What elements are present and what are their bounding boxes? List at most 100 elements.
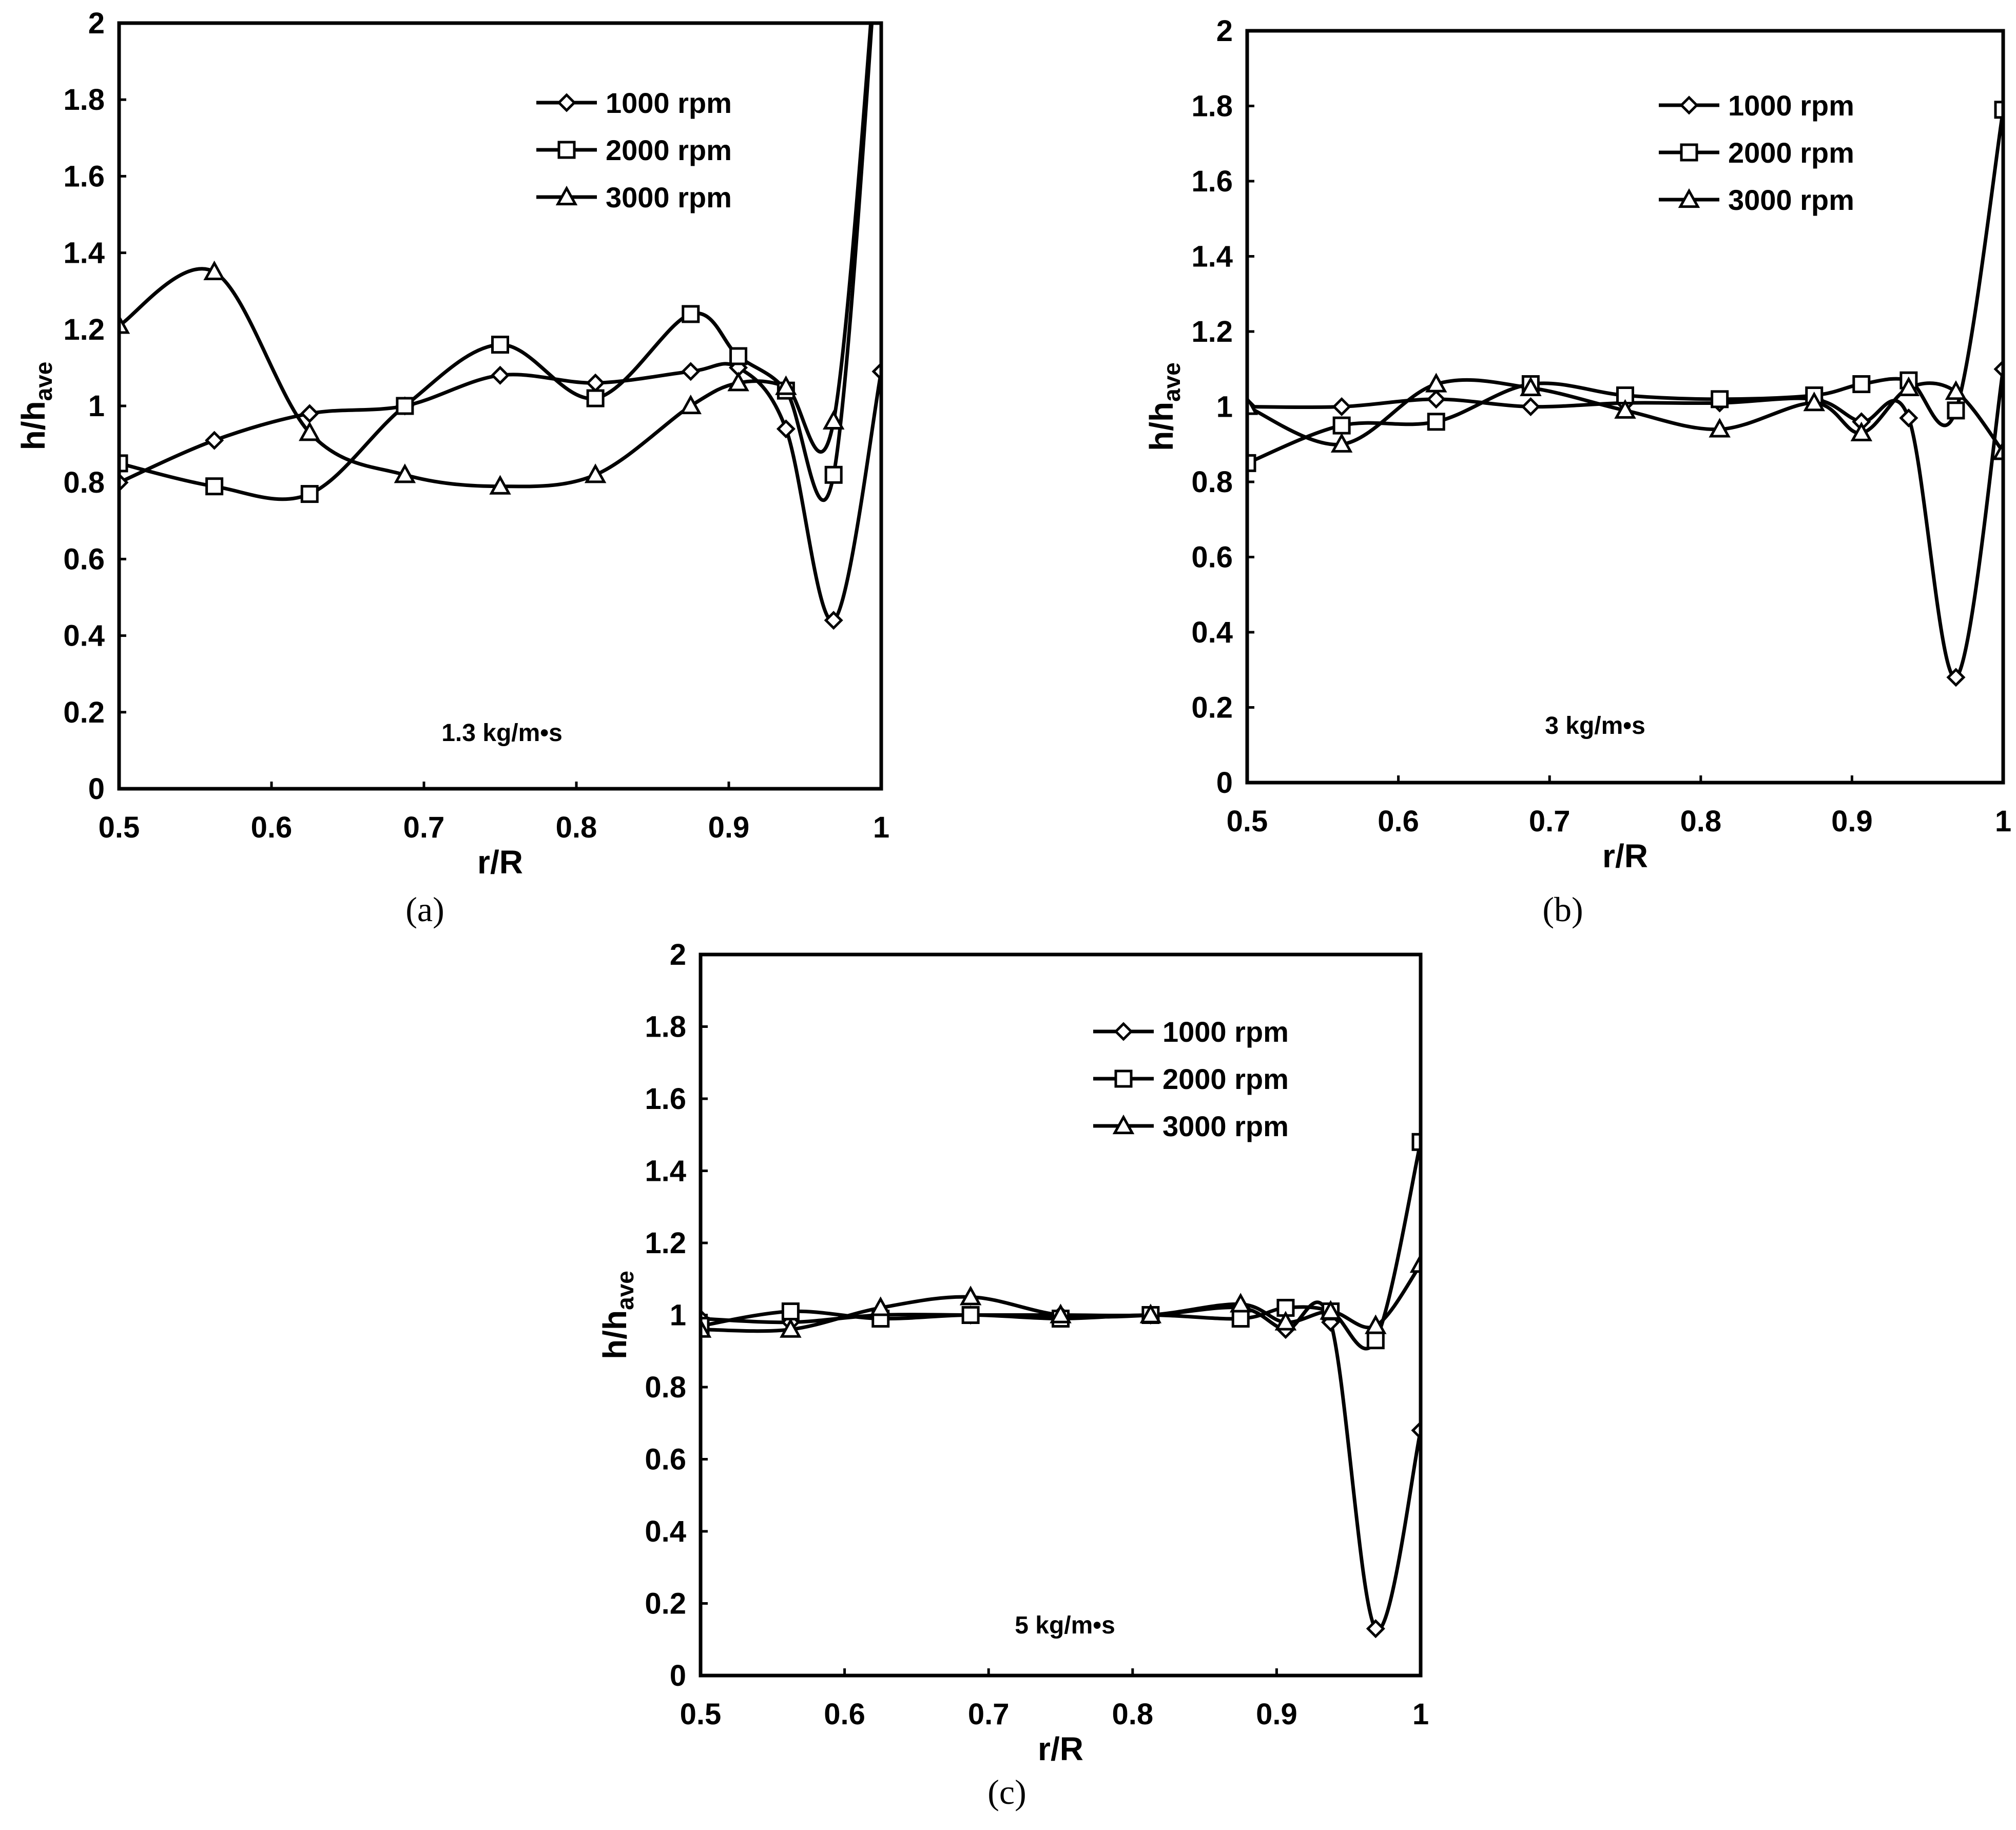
data-point-triangle — [1274, 1311, 1297, 1331]
data-point-diamond — [681, 362, 701, 381]
series-line-square — [119, 23, 874, 502]
plot-frame — [117, 21, 883, 791]
flow-rate-annotation: 3 kg/m•s — [1545, 712, 1645, 739]
legend-label: 3000 rpm — [606, 181, 732, 213]
data-point-triangle — [680, 394, 702, 415]
legend-marker-square — [1114, 1069, 1133, 1088]
x-tick-label: 1 — [1995, 805, 2011, 838]
data-point-triangle — [727, 372, 749, 392]
data-point-square — [491, 336, 509, 354]
y-tick-label: 0.6 — [645, 1443, 686, 1476]
x-tick-label: 0.9 — [1256, 1698, 1297, 1731]
data-point-triangle — [1330, 433, 1353, 453]
y-tick-label: 0.8 — [1191, 465, 1233, 499]
legend: 1000 rpm 2000 rpm 3000 rpm — [536, 87, 732, 213]
x-tick-label: 1 — [873, 811, 889, 844]
data-point-diamond — [490, 365, 510, 385]
data-point-triangle — [869, 1296, 891, 1316]
legend-marker-square — [557, 141, 576, 159]
series-layer — [701, 1133, 1421, 1639]
data-point-triangle — [959, 1286, 982, 1306]
data-point-triangle — [119, 314, 130, 334]
legend: 1000 rpm 2000 rpm 3000 rpm — [1093, 1016, 1289, 1142]
data-point-triangle — [1425, 373, 1447, 393]
data-point-triangle — [780, 1318, 802, 1338]
legend-marker-square — [1680, 143, 1698, 162]
y-tick-label: 0.6 — [63, 542, 105, 576]
x-axis-label: r/R — [1602, 838, 1648, 874]
data-point-diamond — [119, 473, 129, 492]
chart-panel-1: 0 0.2 0.4 0.6 0.8 1 1.2 1.4 1.6 1.8 2 0.5 0.6 0.7 0.8 0… — [15, 7, 889, 929]
y-tick-label: 1.6 — [63, 160, 105, 193]
panel-caption: (a) — [405, 890, 444, 929]
data-point-triangle — [1139, 1303, 1162, 1323]
y-axis-label: h/have — [15, 362, 57, 451]
data-point-square — [1366, 1331, 1385, 1350]
chart-panel-2: 0 0.2 0.4 0.6 0.8 1 1.2 1.4 1.6 1.8 2 0.5 0.6 0.7 0.8 0… — [1143, 14, 2011, 929]
data-point-diamond — [1366, 1619, 1385, 1639]
y-tick-label: 0.6 — [1191, 541, 1233, 574]
x-axis-label: r/R — [477, 844, 523, 881]
y-tick-label: 2 — [88, 7, 105, 40]
y-tick-label: 0.2 — [1191, 691, 1233, 725]
legend-marker-triangle — [1678, 188, 1700, 208]
y-tick-label: 1.6 — [1191, 165, 1233, 198]
data-point-diamond — [1332, 397, 1351, 417]
y-tick-label: 0.2 — [645, 1587, 686, 1621]
data-point-triangle — [822, 410, 845, 430]
plot-frame — [699, 952, 1423, 1678]
y-tick-label: 1 — [88, 390, 105, 423]
data-point-square — [729, 347, 748, 365]
x-tick-label: 0.7 — [1529, 805, 1571, 838]
data-point-diamond — [300, 404, 319, 423]
data-point-square — [1711, 390, 1729, 408]
x-tick-label: 0.9 — [1831, 805, 1873, 838]
data-point-triangle — [1230, 1293, 1252, 1313]
y-tick-label: 1 — [1216, 391, 1233, 424]
legend-marker-triangle — [555, 185, 578, 206]
legend-marker-triangle — [1112, 1114, 1135, 1135]
y-tick-label: 1.2 — [63, 313, 105, 346]
legend-marker-diamond — [1679, 95, 1699, 115]
data-point-square — [300, 485, 319, 503]
data-point-square — [1852, 375, 1871, 394]
data-point-triangle — [1520, 376, 1542, 396]
y-tick-label: 0.2 — [63, 696, 105, 729]
y-tick-label: 1.4 — [1191, 240, 1233, 274]
data-point-diamond — [1946, 668, 1966, 687]
data-point-diamond — [1426, 390, 1446, 409]
y-tick-label: 1.4 — [645, 1155, 686, 1188]
legend-label: 1000 rpm — [1162, 1016, 1289, 1048]
y-tick-label: 1.2 — [1191, 315, 1233, 348]
legend-label: 1000 rpm — [1728, 89, 1854, 122]
y-tick-label: 1.6 — [645, 1082, 686, 1116]
data-point-triangle — [299, 421, 321, 441]
chart-panel-3: 0 0.2 0.4 0.6 0.8 1 1.2 1.4 1.6 1.8 2 0.5 0.6 0.7 0.8 0… — [596, 938, 1429, 1812]
panel-caption: (b) — [1542, 890, 1583, 929]
data-point-triangle — [394, 463, 416, 483]
data-point-triangle — [1247, 395, 1258, 415]
y-tick-label: 0.8 — [645, 1371, 686, 1404]
x-tick-label: 0.7 — [403, 811, 445, 844]
legend-label: 2000 rpm — [1162, 1063, 1289, 1095]
y-tick-label: 2 — [670, 938, 686, 971]
data-point-square — [1332, 416, 1351, 435]
data-point-triangle — [1709, 418, 1731, 438]
data-point-diamond — [871, 362, 881, 381]
series-line-triangle — [119, 23, 873, 489]
x-tick-label: 0.5 — [99, 811, 140, 844]
y-tick-label: 1 — [670, 1299, 686, 1332]
data-point-diamond — [205, 431, 224, 450]
x-tick-label: 0.5 — [1227, 805, 1268, 838]
x-tick-label: 1 — [1412, 1698, 1429, 1731]
data-point-square — [1247, 454, 1256, 472]
data-point-triangle — [1614, 399, 1636, 419]
data-point-triangle — [1945, 380, 1967, 400]
data-point-square — [824, 465, 843, 484]
x-tick-label: 0.5 — [680, 1698, 722, 1731]
data-point-diamond — [1899, 408, 1918, 428]
data-point-diamond — [1411, 1420, 1421, 1440]
x-tick-label: 0.6 — [824, 1698, 865, 1731]
data-point-triangle — [1897, 376, 1920, 396]
